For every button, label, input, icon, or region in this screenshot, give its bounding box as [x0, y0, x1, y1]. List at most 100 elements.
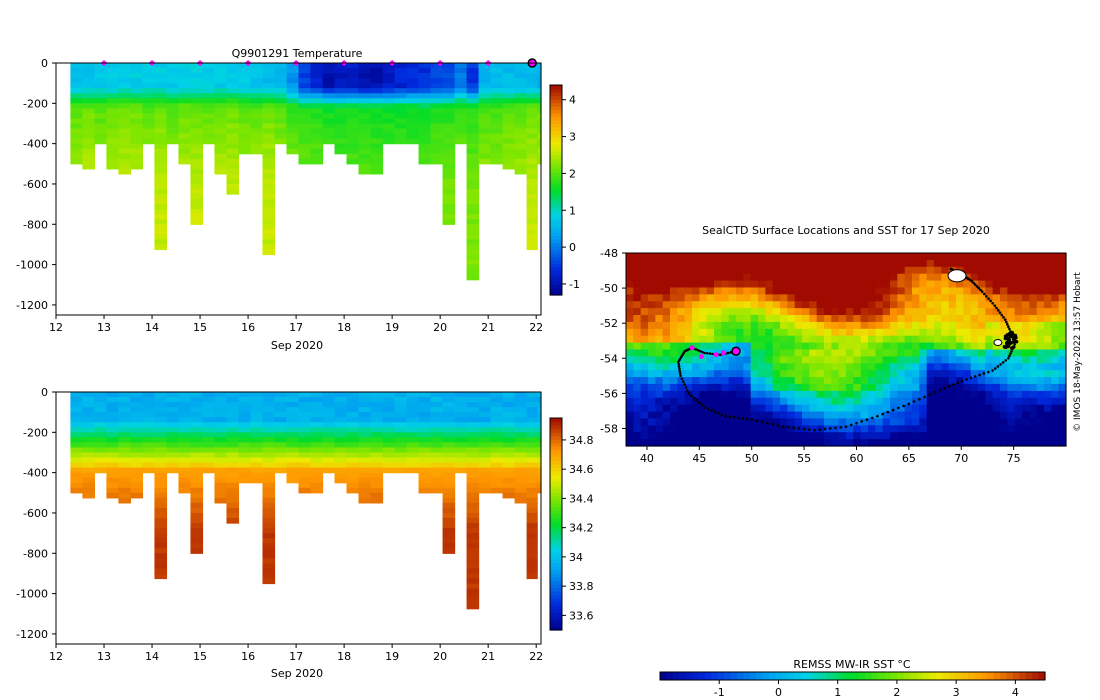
sst-cell — [728, 418, 737, 426]
sst-cell — [919, 280, 928, 289]
temperature-cell — [286, 138, 300, 145]
sst-cell — [765, 418, 774, 426]
temperature-cell — [322, 108, 336, 114]
salinity-cell — [298, 437, 312, 443]
sst-cell — [985, 425, 994, 433]
sst-cell — [802, 301, 810, 309]
temperature-cell — [466, 123, 480, 130]
salinity-cell — [154, 402, 168, 408]
temperature-cell — [250, 118, 264, 125]
temperature-cell — [298, 153, 312, 160]
temperature-colorbar-swatch — [550, 109, 562, 114]
sst-cell — [1058, 335, 1067, 344]
salinity-cell — [106, 437, 120, 443]
sst-cell — [640, 404, 649, 413]
temperature-cell — [358, 168, 372, 175]
salinity-cell — [106, 447, 120, 454]
salinity-cell — [490, 482, 504, 489]
sst-cell — [772, 315, 781, 323]
sst-cell — [721, 328, 730, 337]
sst-cell — [1044, 349, 1052, 357]
sst-colorbar-swatch — [814, 672, 822, 680]
temperature-cell — [286, 98, 300, 104]
sst-cell — [926, 356, 935, 364]
sst-cell — [626, 356, 634, 364]
sst-cell — [736, 356, 744, 364]
sst-cell — [941, 259, 950, 268]
sst-cell — [838, 266, 847, 275]
sst-cell — [941, 411, 950, 420]
x-tick-label: 15 — [193, 650, 207, 663]
sst-colorbar-swatch — [685, 672, 693, 680]
track-point — [678, 367, 681, 371]
sst-cell — [963, 253, 972, 261]
track-point — [956, 381, 960, 385]
sst-cell — [648, 383, 656, 392]
salinity-cell — [178, 407, 192, 413]
sst-cell — [1000, 287, 1008, 295]
sst-cell — [956, 315, 964, 323]
sst-cell — [1044, 411, 1052, 420]
sst-cell — [648, 349, 656, 357]
sst-cell — [706, 432, 715, 440]
sst-cell — [684, 439, 693, 447]
salinity-cell — [334, 472, 348, 479]
sst-cell — [897, 294, 906, 302]
salinity-colorbar-swatch — [550, 499, 562, 504]
sst-cell — [934, 404, 942, 413]
temperature-cell — [214, 103, 228, 109]
sst-cell — [941, 280, 950, 289]
salinity-cell — [382, 392, 396, 398]
temperature-cell — [466, 148, 480, 155]
sst-cell — [992, 259, 1001, 268]
temperature-cell — [490, 98, 504, 104]
temperature-colorbar-swatch — [550, 225, 562, 230]
temperature-cell — [346, 143, 360, 150]
sst-cell — [860, 280, 869, 289]
temperature-cell — [526, 219, 538, 225]
salinity-cell — [94, 397, 108, 403]
temperature-cell — [537, 103, 542, 109]
sst-cell — [853, 425, 862, 433]
salinity-cell — [478, 487, 492, 494]
salinity-cell — [118, 412, 132, 418]
temperature-cell — [442, 189, 456, 195]
temperature-cell — [526, 224, 538, 230]
temperature-cell — [310, 63, 324, 69]
temperature-cell — [322, 133, 336, 140]
sst-cell — [868, 411, 876, 420]
sst-cell — [860, 259, 869, 268]
sst-cell — [1000, 308, 1008, 316]
sst-cell — [655, 370, 664, 378]
temperature-cell — [382, 63, 396, 69]
sst-cell — [772, 280, 781, 289]
sst-cell — [743, 328, 752, 337]
salinity-cell — [154, 467, 168, 474]
sst-cell — [648, 253, 656, 261]
sst-cell — [802, 432, 810, 440]
salinity-cell — [298, 407, 312, 413]
temperature-cell — [334, 133, 348, 140]
sst-cell — [743, 321, 752, 330]
sst-cell — [692, 273, 700, 282]
temperature-cell — [430, 138, 444, 145]
salinity-colorbar-swatch — [550, 506, 562, 511]
sst-cell — [677, 439, 686, 447]
sst-cell — [655, 259, 664, 268]
temperature-cell — [502, 123, 516, 130]
sst-cell — [831, 315, 840, 323]
sst-cell — [992, 253, 1001, 261]
sst-cell — [633, 266, 642, 275]
sst-cell — [985, 301, 994, 309]
temperature-cell — [238, 73, 252, 79]
salinity-cell — [478, 447, 492, 454]
sst-cell — [655, 253, 664, 261]
temperature-cell — [154, 153, 168, 160]
sst-cell — [934, 397, 942, 406]
sst-cell — [743, 404, 752, 413]
temperature-cell — [226, 163, 240, 170]
track-point — [677, 365, 681, 368]
sst-cell — [736, 383, 744, 392]
track-point — [781, 425, 785, 429]
sst-cell — [794, 287, 803, 295]
